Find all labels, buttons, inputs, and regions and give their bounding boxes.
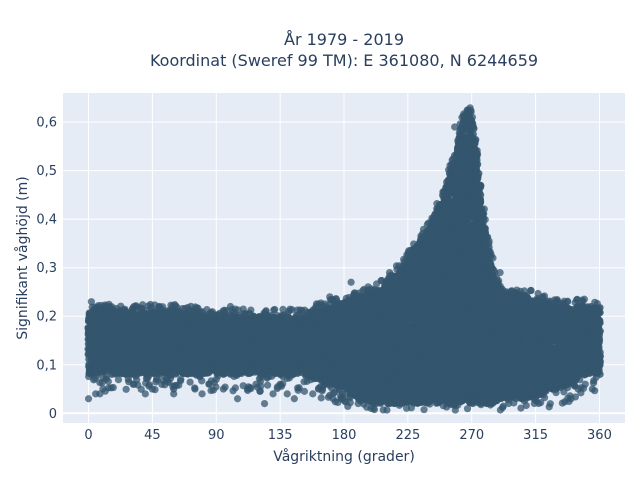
- chart-title-line1: År 1979 - 2019: [284, 30, 404, 49]
- data-points: [84, 104, 604, 414]
- chart-title-line2: Koordinat (Sweref 99 TM): E 361080, N 62…: [150, 51, 538, 70]
